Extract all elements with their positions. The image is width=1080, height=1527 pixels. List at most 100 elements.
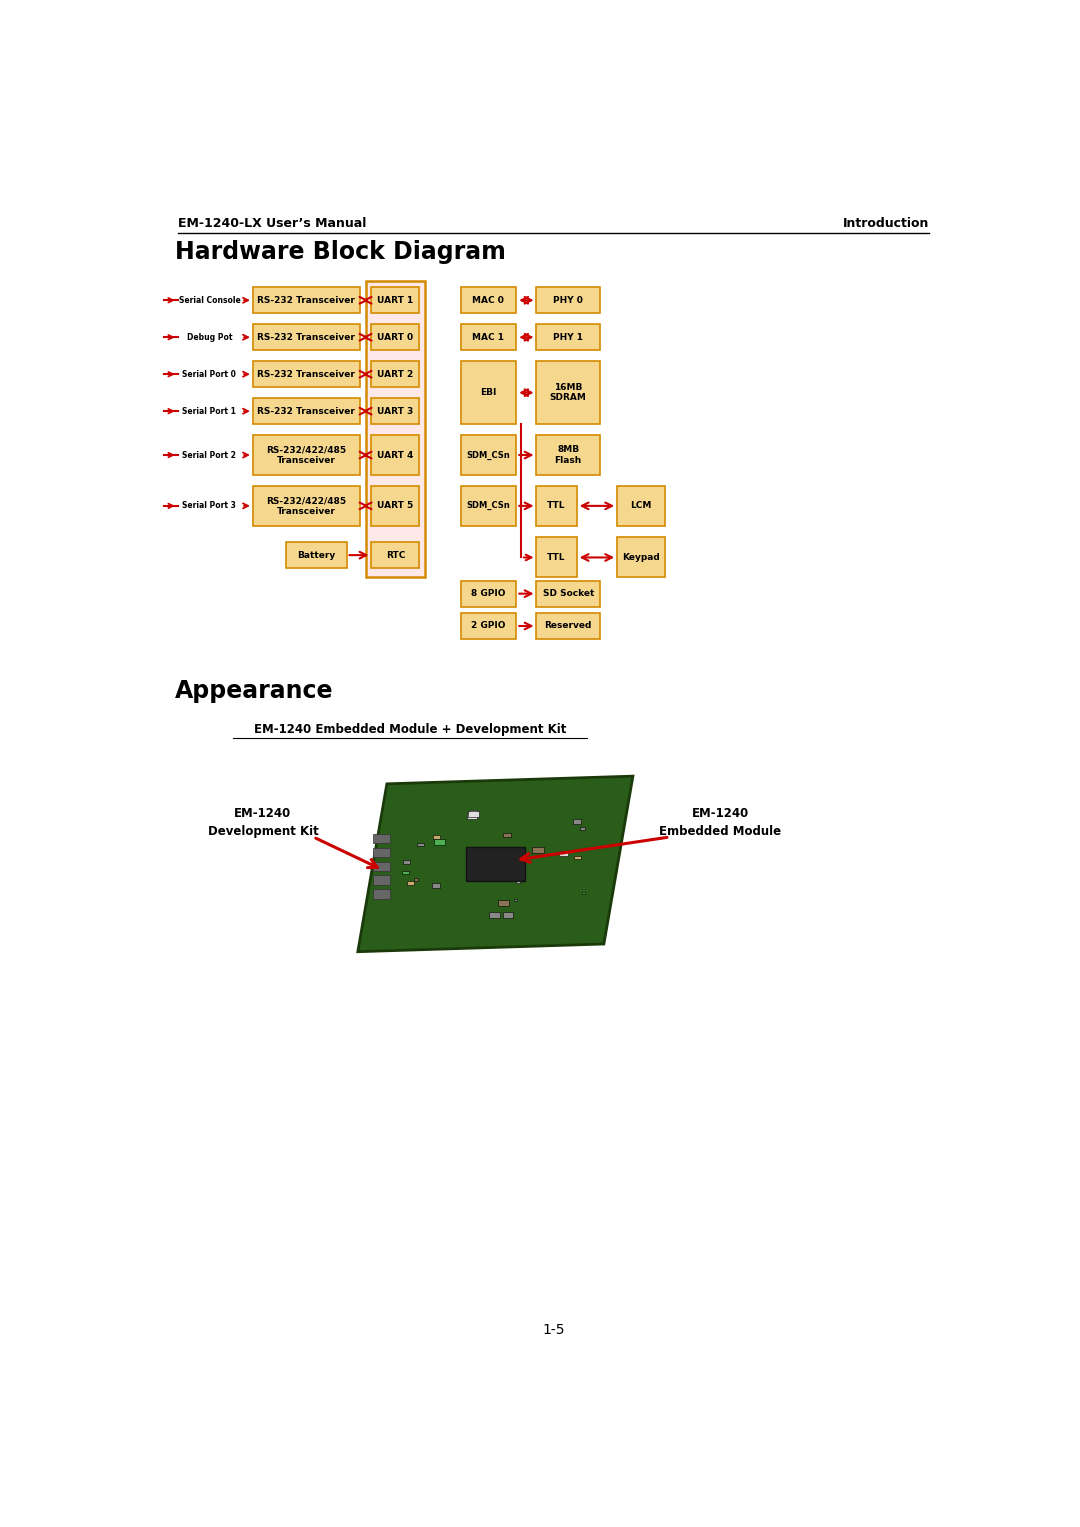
FancyBboxPatch shape bbox=[372, 542, 419, 568]
Bar bbox=[558, 851, 568, 857]
Bar bbox=[468, 811, 480, 817]
FancyBboxPatch shape bbox=[372, 324, 419, 350]
Text: TTL: TTL bbox=[548, 553, 566, 562]
Text: Serial Port 2: Serial Port 2 bbox=[183, 450, 237, 460]
Bar bbox=[407, 881, 414, 886]
Text: UART 2: UART 2 bbox=[377, 370, 414, 379]
Polygon shape bbox=[357, 776, 633, 951]
Text: Keypad: Keypad bbox=[622, 553, 660, 562]
Bar bbox=[513, 899, 517, 901]
FancyBboxPatch shape bbox=[537, 435, 600, 475]
Bar bbox=[433, 835, 440, 838]
FancyBboxPatch shape bbox=[460, 580, 516, 606]
FancyBboxPatch shape bbox=[537, 287, 600, 313]
Text: Reserved: Reserved bbox=[544, 621, 592, 631]
Bar bbox=[516, 881, 521, 884]
Bar bbox=[432, 883, 441, 887]
Text: UART 4: UART 4 bbox=[377, 450, 414, 460]
Bar bbox=[374, 875, 390, 884]
FancyBboxPatch shape bbox=[537, 538, 577, 577]
Text: Debug Pot: Debug Pot bbox=[187, 333, 232, 342]
Text: 16MB
SDRAM: 16MB SDRAM bbox=[550, 383, 586, 403]
Text: Serial Console: Serial Console bbox=[178, 296, 240, 305]
Bar bbox=[417, 843, 424, 846]
Bar bbox=[465, 847, 525, 881]
Bar bbox=[575, 855, 581, 860]
Text: Appearance: Appearance bbox=[175, 678, 334, 702]
Text: EM-1240: EM-1240 bbox=[234, 808, 292, 820]
Text: Serial Port 0: Serial Port 0 bbox=[183, 370, 237, 379]
Bar bbox=[581, 892, 585, 893]
Text: EM-1240 Embedded Module + Development Kit: EM-1240 Embedded Module + Development Ki… bbox=[254, 722, 566, 736]
FancyBboxPatch shape bbox=[460, 287, 516, 313]
Text: TTL: TTL bbox=[548, 501, 566, 510]
Text: RS-232/422/485
Transceiver: RS-232/422/485 Transceiver bbox=[266, 496, 347, 516]
Text: 8MB
Flash: 8MB Flash bbox=[555, 446, 582, 464]
Text: SDM_CSn: SDM_CSn bbox=[467, 450, 510, 460]
Text: RS-232 Transceiver: RS-232 Transceiver bbox=[257, 370, 355, 379]
FancyBboxPatch shape bbox=[537, 324, 600, 350]
Text: UART 5: UART 5 bbox=[377, 501, 414, 510]
Text: UART 0: UART 0 bbox=[377, 333, 414, 342]
FancyBboxPatch shape bbox=[372, 399, 419, 425]
Bar bbox=[498, 901, 509, 906]
FancyBboxPatch shape bbox=[253, 287, 360, 313]
Text: 2 GPIO: 2 GPIO bbox=[471, 621, 505, 631]
Text: Hardware Block Diagram: Hardware Block Diagram bbox=[175, 240, 507, 264]
Bar bbox=[580, 828, 585, 829]
Text: MAC 0: MAC 0 bbox=[472, 296, 504, 305]
FancyBboxPatch shape bbox=[537, 360, 600, 425]
Bar bbox=[467, 814, 477, 818]
FancyBboxPatch shape bbox=[286, 542, 347, 568]
Text: PHY 1: PHY 1 bbox=[553, 333, 583, 342]
Bar bbox=[374, 861, 390, 870]
Text: Introduction: Introduction bbox=[843, 217, 930, 229]
FancyBboxPatch shape bbox=[253, 486, 360, 525]
Text: UART 3: UART 3 bbox=[377, 406, 414, 415]
Bar bbox=[403, 860, 410, 863]
Text: RTC: RTC bbox=[386, 551, 405, 560]
Bar bbox=[488, 912, 500, 918]
FancyBboxPatch shape bbox=[372, 435, 419, 475]
Text: UART 1: UART 1 bbox=[377, 296, 414, 305]
FancyBboxPatch shape bbox=[372, 486, 419, 525]
Bar bbox=[374, 889, 390, 898]
Bar bbox=[402, 870, 408, 875]
Text: Embedded Module: Embedded Module bbox=[659, 825, 781, 838]
Text: EM-1240: EM-1240 bbox=[691, 808, 748, 820]
Text: MAC 1: MAC 1 bbox=[472, 333, 504, 342]
FancyBboxPatch shape bbox=[617, 486, 665, 525]
FancyBboxPatch shape bbox=[253, 435, 360, 475]
Text: Battery: Battery bbox=[297, 551, 336, 560]
FancyBboxPatch shape bbox=[460, 612, 516, 640]
FancyBboxPatch shape bbox=[366, 281, 424, 577]
Text: Development Kit: Development Kit bbox=[207, 825, 319, 838]
Text: RS-232 Transceiver: RS-232 Transceiver bbox=[257, 333, 355, 342]
Text: RS-232/422/485
Transceiver: RS-232/422/485 Transceiver bbox=[266, 446, 347, 464]
Bar bbox=[414, 878, 418, 881]
Text: SDM_CSn: SDM_CSn bbox=[467, 501, 510, 510]
Text: Serial Port 3: Serial Port 3 bbox=[183, 501, 237, 510]
Bar bbox=[532, 846, 543, 854]
FancyBboxPatch shape bbox=[253, 399, 360, 425]
FancyBboxPatch shape bbox=[253, 324, 360, 350]
Text: 8 GPIO: 8 GPIO bbox=[471, 589, 505, 599]
Text: RS-232 Transceiver: RS-232 Transceiver bbox=[257, 406, 355, 415]
Bar bbox=[374, 834, 390, 843]
Bar bbox=[434, 838, 445, 844]
FancyBboxPatch shape bbox=[537, 486, 577, 525]
FancyBboxPatch shape bbox=[617, 538, 665, 577]
Bar bbox=[470, 811, 477, 814]
FancyBboxPatch shape bbox=[253, 360, 360, 388]
FancyBboxPatch shape bbox=[372, 287, 419, 313]
Text: EBI: EBI bbox=[481, 388, 497, 397]
Text: Serial Port 1: Serial Port 1 bbox=[183, 406, 237, 415]
FancyBboxPatch shape bbox=[460, 360, 516, 425]
FancyBboxPatch shape bbox=[460, 435, 516, 475]
Bar bbox=[502, 912, 513, 918]
Bar bbox=[572, 820, 581, 825]
Text: LCM: LCM bbox=[631, 501, 651, 510]
FancyBboxPatch shape bbox=[537, 580, 600, 606]
FancyBboxPatch shape bbox=[537, 612, 600, 640]
FancyBboxPatch shape bbox=[460, 486, 516, 525]
